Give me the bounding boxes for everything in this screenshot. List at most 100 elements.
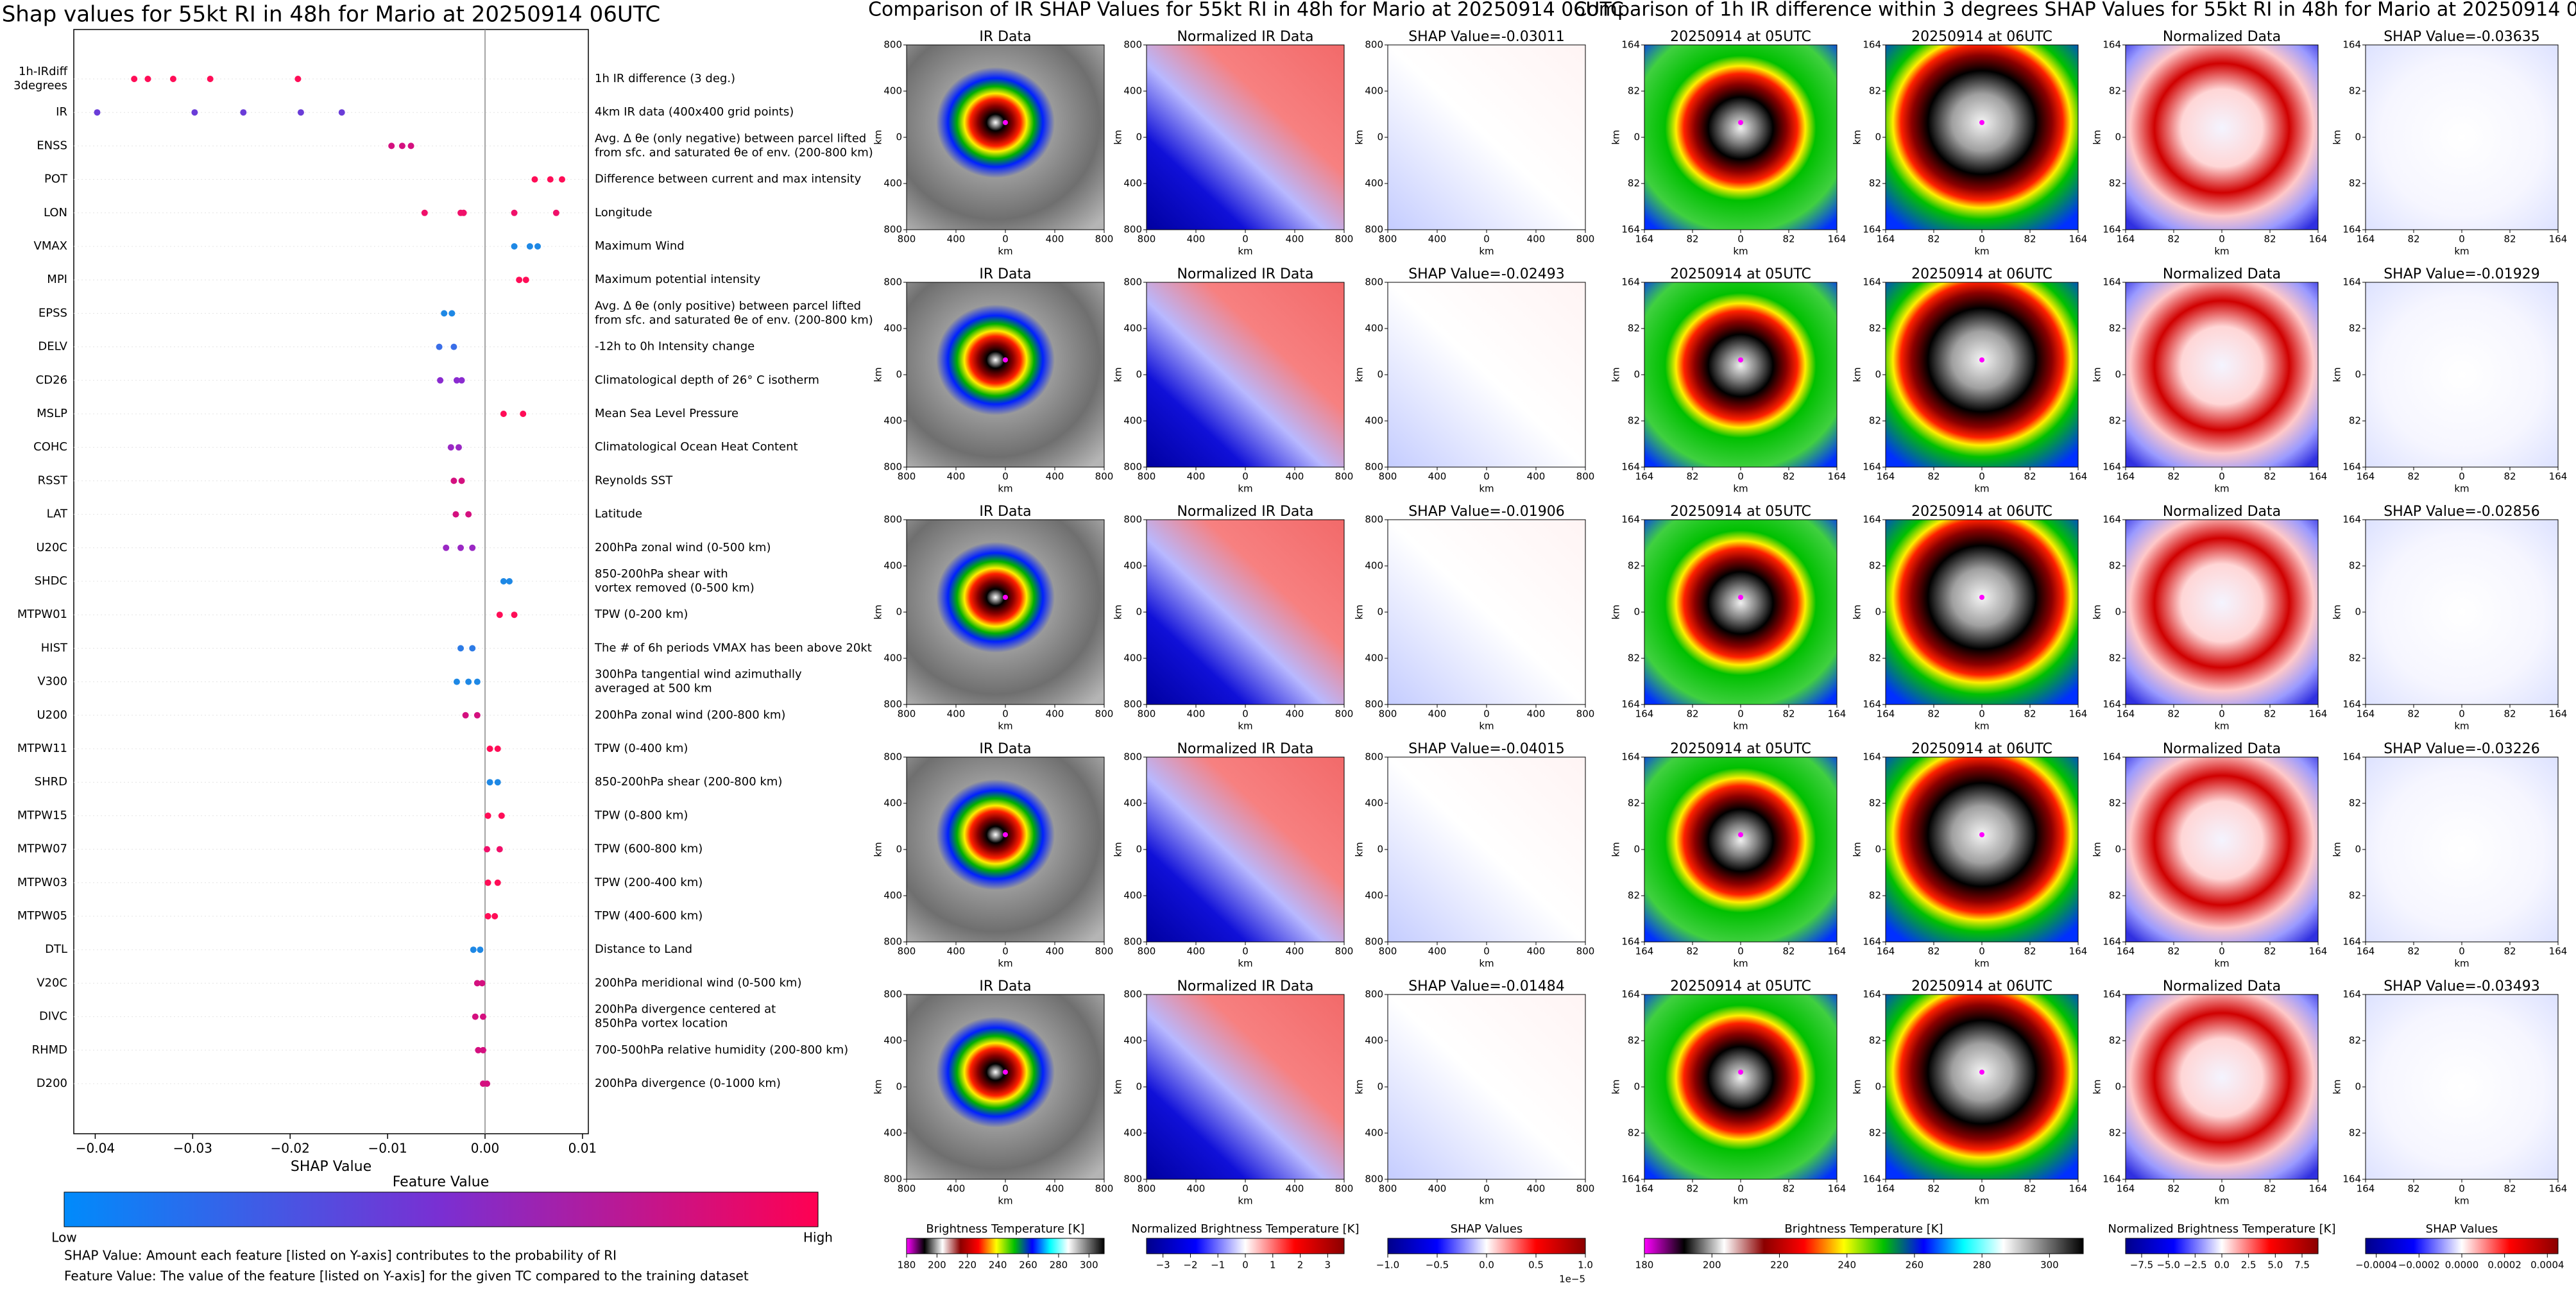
feature-name: V20C	[37, 976, 67, 989]
x-tick-label: 400	[1187, 1183, 1206, 1195]
y-tick-label: 164	[1621, 936, 1640, 948]
image	[1387, 519, 1586, 705]
y-axis-label: km	[873, 367, 884, 382]
y-tick-label: 164	[2342, 751, 2361, 763]
y-tick-label: 0	[896, 844, 902, 855]
y-axis-label: km	[1610, 367, 1622, 382]
x-tick-label: 800	[898, 708, 916, 720]
x-tick-label: 0	[1737, 234, 1744, 245]
shap-point	[484, 846, 491, 853]
image	[1146, 44, 1345, 230]
panel-title: 20250914 at 05UTC	[1670, 266, 1811, 282]
y-tick-label: 400	[1365, 415, 1383, 427]
y-tick-label: 800	[883, 461, 902, 473]
x-tick-label: 0	[1242, 471, 1249, 482]
y-tick-label: 164	[2342, 277, 2361, 288]
x-axis-label: km	[2214, 958, 2229, 969]
y-tick-label: 800	[1365, 514, 1383, 525]
x-tick-label: 0	[1737, 1183, 1744, 1195]
image	[1644, 756, 1838, 943]
y-tick-label: 82	[1869, 890, 1881, 901]
x-tick-label: 800	[1335, 234, 1354, 245]
feature-name: MTPW03	[17, 876, 67, 889]
y-tick-label: 82	[2349, 1127, 2361, 1139]
y-axis-label: km	[1354, 130, 1365, 144]
y-tick-label: 82	[1869, 178, 1881, 189]
feature-description: 200hPa divergence centered at	[595, 1003, 776, 1016]
shap-point	[460, 209, 467, 216]
y-axis-label: km	[2332, 604, 2343, 619]
x-tick-label: 164	[2549, 946, 2568, 957]
x-tick-label: 800	[1138, 471, 1156, 482]
image	[2365, 44, 2559, 230]
y-tick-label: 82	[2349, 890, 2361, 901]
panel-title: SHAP Value=-0.02856	[2384, 504, 2540, 520]
feature-description: from sfc. and saturated θe of env. (200-…	[595, 313, 873, 327]
shap-point	[458, 477, 465, 484]
shap-point	[496, 611, 503, 619]
x-tick-label: 82	[1686, 946, 1698, 957]
y-tick-label: 164	[1621, 461, 1640, 473]
y-tick-label: 0	[1136, 369, 1142, 380]
x-tick-label: 400	[1187, 471, 1206, 482]
feature-description: TPW (200-400 km)	[594, 876, 703, 889]
x-tick-label: 400	[1046, 708, 1064, 720]
x-tick-label: 82	[1686, 708, 1698, 720]
y-tick-label: 0	[2355, 844, 2361, 855]
y-tick-label: 0	[1377, 369, 1383, 380]
panel-title: 20250914 at 05UTC	[1670, 504, 1811, 520]
y-tick-label: 164	[2342, 1174, 2361, 1185]
feature-description: TPW (600-800 km)	[594, 842, 703, 856]
x-tick-label: 164	[2549, 1183, 2568, 1195]
panel-title: IR Data	[979, 266, 1031, 282]
image	[906, 44, 1105, 230]
x-tick-label: 82	[2503, 471, 2516, 482]
shap-point	[484, 879, 491, 886]
x-axis-label: km	[1238, 958, 1252, 969]
shap-point	[450, 477, 457, 484]
x-tick-label: −0.02	[271, 1141, 310, 1156]
shap-point	[511, 611, 518, 619]
y-tick-label: 0	[1377, 844, 1383, 855]
x-tick-label: 164	[1635, 1183, 1654, 1195]
y-tick-label: 82	[1628, 653, 1640, 664]
y-tick-label: 800	[1365, 224, 1383, 235]
feature-name: DIVC	[39, 1010, 67, 1023]
y-tick-label: 0	[1633, 132, 1640, 143]
y-tick-label: 400	[1365, 323, 1383, 334]
image	[1885, 282, 2079, 468]
shap-point	[500, 411, 507, 417]
x-tick-label: 164	[2309, 708, 2328, 720]
shap-point	[526, 243, 533, 250]
x-tick-label: 800	[898, 471, 916, 482]
storm-center-marker	[1738, 832, 1743, 837]
x-tick-label: 82	[1686, 471, 1698, 482]
shap-point	[398, 142, 405, 149]
x-tick-label: 800	[1138, 234, 1156, 245]
x-tick-label: 400	[947, 471, 966, 482]
y-tick-label: 800	[1123, 1174, 1142, 1185]
y-tick-label: 164	[1621, 514, 1640, 525]
x-tick-label: 164	[2549, 708, 2568, 720]
y-tick-label: 0	[1136, 1081, 1142, 1093]
x-tick-label: 800	[1335, 708, 1354, 720]
feature-name: 1h-IRdiff	[19, 65, 68, 78]
feature-name: V300	[37, 675, 67, 688]
colorbar-tick-label: 220	[958, 1259, 977, 1271]
x-tick-label: 82	[1927, 471, 1940, 482]
y-tick-label: 0	[2115, 1081, 2121, 1093]
y-tick-label: 82	[2109, 85, 2121, 97]
y-tick-label: 800	[883, 989, 902, 1000]
y-axis-label: km	[1852, 1079, 1863, 1094]
x-tick-label: 82	[2167, 946, 2179, 957]
y-axis-label: km	[873, 1079, 884, 1094]
y-tick-label: 400	[1365, 178, 1383, 189]
feature-name: RHMD	[32, 1043, 67, 1057]
feature-description: averaged at 500 km	[595, 682, 712, 696]
feature-name: POT	[44, 173, 68, 186]
x-tick-label: 164	[1635, 471, 1654, 482]
x-tick-label: −0.03	[173, 1141, 212, 1156]
y-tick-label: 82	[1628, 890, 1640, 901]
x-tick-label: 164	[2069, 946, 2088, 957]
x-tick-label: 800	[1138, 946, 1156, 957]
